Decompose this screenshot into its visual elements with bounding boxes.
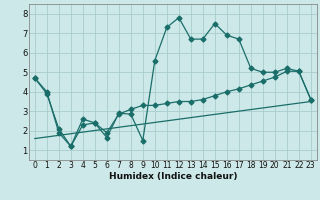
X-axis label: Humidex (Indice chaleur): Humidex (Indice chaleur): [108, 172, 237, 181]
